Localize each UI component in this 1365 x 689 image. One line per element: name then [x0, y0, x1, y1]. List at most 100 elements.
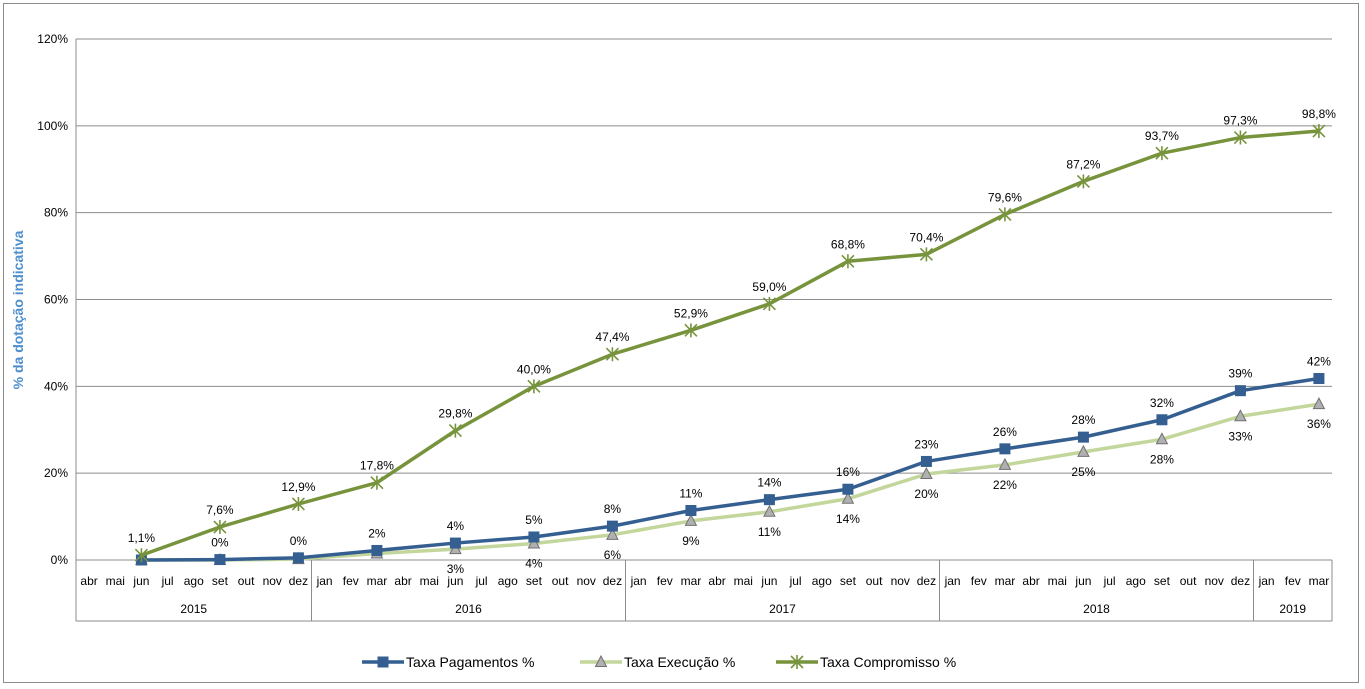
x-tick-label-month: out	[866, 574, 883, 588]
marker-star	[841, 254, 855, 269]
y-tick-label: 0%	[51, 553, 69, 567]
marker-triangle	[527, 536, 541, 549]
marker-star	[998, 207, 1012, 222]
chart-frame	[3, 3, 1359, 683]
data-label: 23%	[914, 437, 938, 451]
y-tick-label: 20%	[44, 466, 68, 480]
x-tick-label-month: dez	[1231, 574, 1250, 588]
data-label: 29,8%	[438, 407, 472, 421]
marker-star	[684, 323, 698, 338]
marker-star	[527, 379, 541, 394]
x-tick-label-month: dez	[917, 574, 936, 588]
data-label: 0%	[211, 536, 229, 550]
data-label: 0%	[290, 534, 308, 548]
marker-star	[370, 475, 384, 490]
data-label: 14%	[757, 476, 781, 490]
x-tick-label-year: 2016	[455, 602, 482, 616]
marker-triangle	[594, 654, 608, 667]
marker-square	[377, 656, 389, 668]
marker-square	[371, 544, 383, 556]
series-line	[141, 402, 1320, 562]
x-tick-label-month: abr	[1022, 574, 1039, 588]
x-tick-label-month: fev	[971, 574, 987, 588]
x-tick-label-month: dez	[603, 574, 622, 588]
data-label: 7,6%	[206, 503, 234, 517]
x-tick-label-month: mai	[1048, 574, 1067, 588]
marker-triangle	[920, 466, 933, 480]
x-tick-label-month: nov	[1205, 574, 1224, 588]
x-tick-label-month: set	[1154, 574, 1171, 588]
x-tick-label-month: mai	[420, 574, 439, 588]
x-tick-label-month: fev	[657, 574, 673, 588]
x-tick-label-month: abr	[394, 574, 411, 588]
x-tick-label-month: mar	[367, 574, 388, 588]
gridlines	[76, 38, 1332, 561]
legend: Taxa Pagamentos % Taxa Execução % Taxa Com…	[362, 654, 956, 670]
data-label: 33%	[1228, 429, 1252, 443]
data-label: 93,7%	[1145, 129, 1179, 143]
x-tick-label-month: dez	[289, 574, 308, 588]
y-axis-label: % da dotação indicativa	[10, 230, 26, 389]
data-label: 47,4%	[595, 330, 629, 344]
data-label: 16%	[836, 465, 860, 479]
x-tick-label-month: abr	[708, 574, 725, 588]
legend-label: Taxa Execução %	[624, 654, 735, 670]
marker-square	[1313, 373, 1325, 385]
marker-triangle	[998, 457, 1012, 470]
series-lines	[134, 124, 1326, 566]
data-label: 25%	[1071, 465, 1095, 479]
x-tick-label-month: jul	[789, 574, 802, 588]
data-label: 5%	[525, 513, 543, 527]
x-tick-label-month: nov	[577, 574, 596, 588]
data-label: 3%	[447, 562, 465, 576]
x-tick-label-month: fev	[1285, 574, 1301, 588]
x-tick-label-month: jun	[132, 574, 149, 588]
data-label: 9%	[682, 534, 700, 548]
x-tick-label-month: out	[238, 574, 255, 588]
series-line	[141, 376, 1320, 562]
data-label: 40,0%	[517, 362, 551, 376]
marker-square	[920, 455, 932, 467]
data-label: 1,1%	[128, 531, 156, 545]
x-tick-label-month: mar	[1309, 574, 1330, 588]
marker-square	[606, 520, 618, 532]
marker-square	[685, 505, 697, 517]
x-tick-label-month: ago	[1126, 574, 1146, 588]
marker-star	[919, 247, 933, 262]
marker-triangle	[1077, 444, 1090, 457]
x-tick-label-year: 2018	[1083, 602, 1110, 616]
data-label: 8%	[604, 502, 622, 516]
data-label: 20%	[914, 487, 938, 501]
marker-square	[1156, 414, 1168, 426]
y-tick-label: 120%	[37, 32, 68, 46]
marker-triangle	[606, 527, 619, 540]
marker-star	[1312, 124, 1326, 139]
marker-square	[1077, 431, 1089, 443]
marker-triangle	[1312, 397, 1326, 410]
x-tick-label-month: jul	[161, 574, 174, 588]
x-tick-label-month: set	[840, 574, 857, 588]
x-tick-label-month: jun	[446, 574, 463, 588]
data-label: 39%	[1228, 367, 1252, 381]
data-label: 28%	[1071, 413, 1095, 427]
x-tick-label-month: jan	[1258, 574, 1275, 588]
x-tick-label-month: out	[1180, 574, 1197, 588]
x-tick-label-year: 2019	[1279, 602, 1306, 616]
x-tick-label-month: jul	[1103, 574, 1116, 588]
marker-star	[1155, 146, 1169, 161]
data-label: 26%	[993, 425, 1017, 439]
marker-triangle	[841, 491, 855, 504]
data-label: 4%	[525, 557, 543, 571]
axes: 0%20%40%60%80%100%120%abr mai jun jul ago set…	[37, 32, 1333, 622]
data-label: 12,9%	[281, 480, 315, 494]
data-label: 22%	[993, 478, 1017, 492]
data-label: 97,3%	[1223, 114, 1257, 128]
x-tick-label-month: ago	[184, 574, 204, 588]
y-tick-label: 60%	[44, 293, 68, 307]
x-tick-label-month: jul	[475, 574, 488, 588]
x-tick-label-month: ago	[498, 574, 518, 588]
marker-star	[1233, 130, 1247, 145]
data-label: 70,4%	[909, 230, 943, 244]
data-label: 42%	[1307, 355, 1331, 369]
marker-square	[292, 552, 304, 564]
